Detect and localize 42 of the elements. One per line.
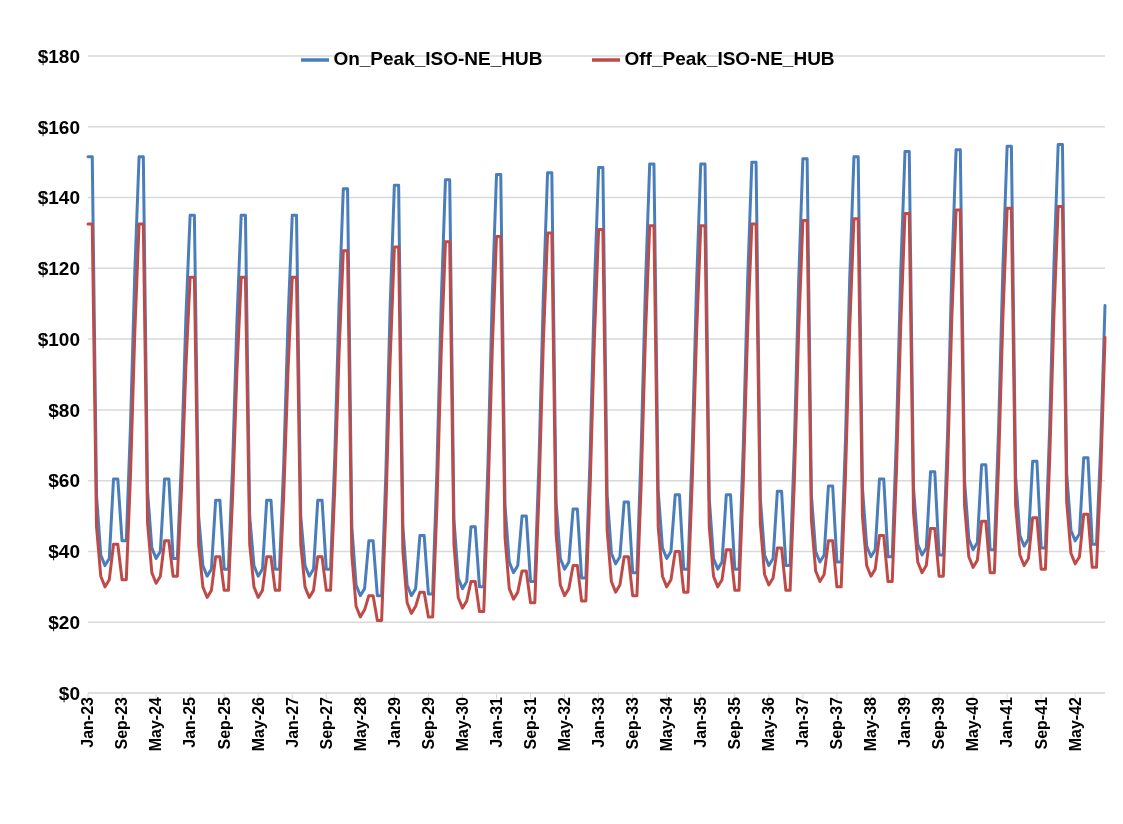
y-tick-label: $0 bbox=[58, 682, 80, 704]
x-tick-label: Sep-29 bbox=[419, 696, 437, 750]
x-tick-label: Sep-31 bbox=[521, 696, 539, 750]
x-tick-label: Jan-23 bbox=[79, 696, 97, 748]
x-tick-label: May-26 bbox=[249, 696, 267, 752]
x-tick-label: Jan-37 bbox=[794, 696, 812, 748]
y-tick-label: $180 bbox=[37, 45, 80, 67]
x-tick-label: Jan-31 bbox=[487, 696, 505, 748]
y-tick-label: $40 bbox=[48, 541, 80, 563]
x-tick-label: Sep-25 bbox=[215, 696, 233, 750]
x-tick-label: Jan-27 bbox=[283, 696, 301, 748]
x-tick-label: May-42 bbox=[1066, 696, 1084, 752]
x-tick-label: May-38 bbox=[862, 696, 880, 752]
x-tick-label: May-30 bbox=[453, 696, 471, 752]
x-tick-label: Sep-41 bbox=[1032, 696, 1050, 750]
x-tick-label: Sep-37 bbox=[828, 696, 846, 750]
x-tick-label: May-40 bbox=[964, 696, 982, 752]
x-tick-label: Sep-35 bbox=[726, 696, 744, 750]
x-tick-label: Jan-25 bbox=[181, 696, 199, 748]
y-tick-label: $140 bbox=[37, 187, 80, 209]
x-tick-label: May-24 bbox=[147, 696, 165, 752]
y-tick-label: $100 bbox=[37, 328, 80, 350]
x-tick-label: Jan-35 bbox=[692, 696, 710, 748]
x-tick-label: Jan-41 bbox=[998, 696, 1016, 748]
x-tick-label: Jan-29 bbox=[385, 696, 403, 748]
x-tick-label: Jan-39 bbox=[896, 696, 914, 748]
legend-label: Off_Peak_ISO-NE_HUB bbox=[624, 48, 835, 70]
x-tick-label: May-28 bbox=[351, 696, 369, 752]
x-tick-label: Sep-33 bbox=[624, 696, 642, 750]
x-tick-label: Sep-23 bbox=[113, 696, 131, 750]
y-tick-label: $160 bbox=[37, 116, 80, 138]
y-tick-label: $80 bbox=[48, 399, 80, 421]
x-tick-label: Sep-27 bbox=[317, 696, 335, 750]
x-tick-label: Jan-33 bbox=[589, 696, 607, 748]
x-tick-label: May-32 bbox=[555, 696, 573, 752]
legend-label: On_Peak_ISO-NE_HUB bbox=[333, 48, 543, 70]
x-tick-label: May-36 bbox=[760, 696, 778, 752]
y-tick-label: $120 bbox=[37, 258, 80, 280]
x-tick-label: May-34 bbox=[658, 696, 676, 752]
y-tick-label: $20 bbox=[48, 611, 80, 633]
y-tick-label: $60 bbox=[48, 470, 80, 492]
x-tick-label: Sep-39 bbox=[930, 696, 948, 750]
